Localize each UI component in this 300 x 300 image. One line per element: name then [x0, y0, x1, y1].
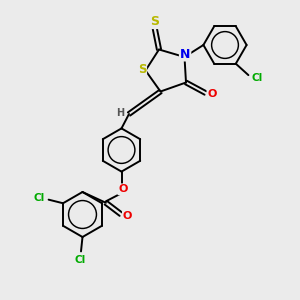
Text: S: S [150, 15, 159, 28]
Text: N: N [180, 47, 190, 61]
Text: Cl: Cl [251, 73, 262, 82]
Text: O: O [118, 184, 128, 194]
Text: O: O [123, 211, 132, 221]
Text: Cl: Cl [75, 255, 86, 265]
Text: H: H [116, 107, 125, 118]
Text: S: S [138, 63, 146, 76]
Text: O: O [207, 88, 217, 99]
Text: Cl: Cl [34, 193, 45, 203]
